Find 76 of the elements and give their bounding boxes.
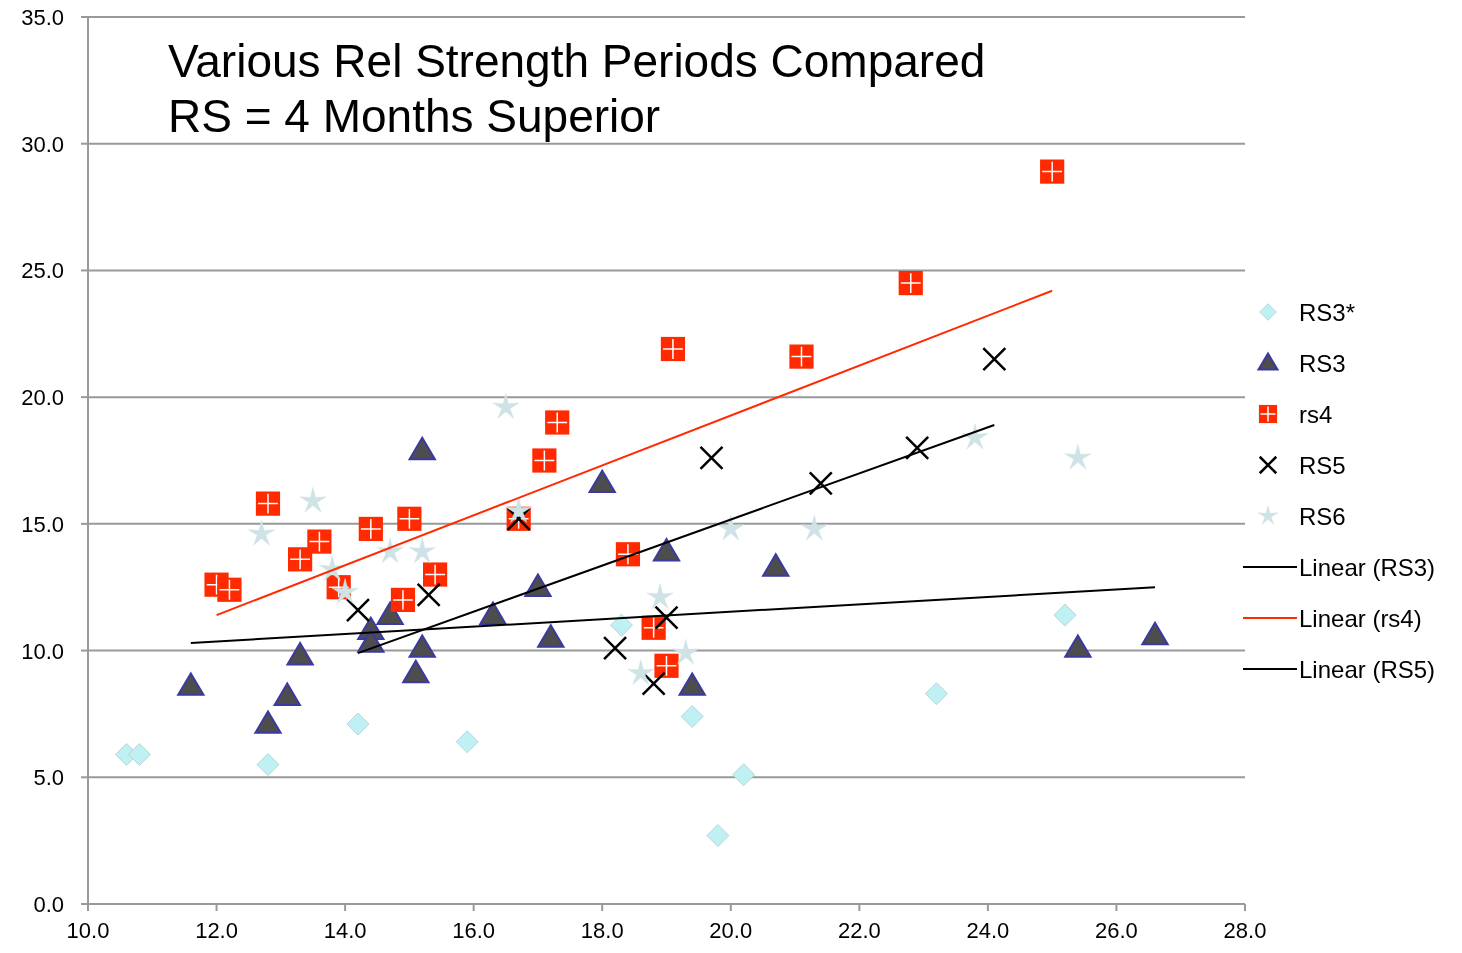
y-tick-label: 10.0: [21, 638, 64, 664]
chart-title: Various Rel Strength Periods Compared: [168, 35, 986, 87]
point: [254, 710, 282, 734]
point: [346, 712, 370, 736]
point: [706, 824, 730, 848]
point: [299, 487, 327, 513]
x-tick-label: 28.0: [1223, 918, 1267, 943]
point: [408, 537, 436, 564]
x-tick-label: 10.0: [66, 918, 110, 943]
y-tick-label: 25.0: [21, 258, 64, 284]
x-tick-label: 26.0: [1095, 918, 1138, 943]
y-tick-label: 15.0: [21, 511, 64, 537]
y-tick-label: 20.0: [21, 385, 64, 411]
point: [654, 605, 679, 630]
text: RS = 4 Months Superior: [168, 90, 661, 142]
y-tick-label: 30.0: [21, 131, 64, 157]
point: [732, 763, 756, 787]
point: [678, 672, 706, 696]
point: [762, 553, 790, 577]
point: [961, 423, 989, 450]
legend-label: Linear (RS3): [1299, 554, 1436, 581]
point: [652, 538, 681, 562]
x-tick-label: 14.0: [323, 918, 367, 943]
point: [408, 436, 436, 461]
x-tick-label: 12.0: [195, 918, 238, 943]
legend-label: RS6: [1299, 503, 1346, 530]
y-tick-label: 35.0: [21, 5, 64, 30]
point: [505, 497, 532, 523]
legend-label: RS3: [1299, 350, 1346, 377]
y-tick-label: 0.0: [33, 892, 64, 917]
point: [286, 641, 314, 666]
point: [1053, 603, 1077, 627]
x-tick-label: 24.0: [966, 918, 1010, 943]
point: [492, 393, 520, 419]
point: [127, 742, 151, 766]
point: [416, 582, 441, 608]
legend-label: Linear (rs4): [1299, 605, 1422, 632]
point: [924, 682, 948, 706]
x-tick-label: 20.0: [709, 918, 753, 943]
legend-label: Linear (RS5): [1299, 656, 1436, 683]
legend-label: RS5: [1299, 452, 1346, 479]
point: [602, 635, 628, 661]
legend-label: RS3*: [1299, 299, 1356, 326]
y-tick-label: 5.0: [33, 765, 64, 791]
point: [646, 583, 674, 609]
point: [177, 672, 205, 696]
point: [256, 753, 280, 777]
point: [331, 578, 359, 604]
point: [627, 659, 655, 685]
point: [345, 597, 371, 623]
x-tick-label: 18.0: [580, 918, 624, 943]
point: [402, 659, 430, 684]
point: [672, 639, 700, 665]
point: [537, 624, 565, 648]
point: [479, 601, 507, 625]
point: [717, 514, 745, 541]
point: [801, 514, 828, 541]
point: [588, 469, 616, 494]
point: [610, 613, 634, 637]
point: [455, 730, 479, 754]
point: [408, 634, 436, 658]
point: [1141, 621, 1169, 646]
point: [904, 435, 930, 461]
point: [376, 601, 404, 625]
x-tick-label: 16.0: [452, 918, 496, 943]
x-tick-label: 22.0: [837, 918, 881, 943]
point: [1064, 634, 1092, 658]
point: [1064, 443, 1092, 470]
point: [248, 519, 275, 546]
point: [982, 346, 1007, 372]
point: [808, 471, 834, 496]
point: [680, 704, 704, 728]
point: [273, 682, 301, 706]
legend-label: rs4: [1299, 401, 1333, 428]
point: [641, 671, 666, 696]
point: [699, 445, 724, 471]
